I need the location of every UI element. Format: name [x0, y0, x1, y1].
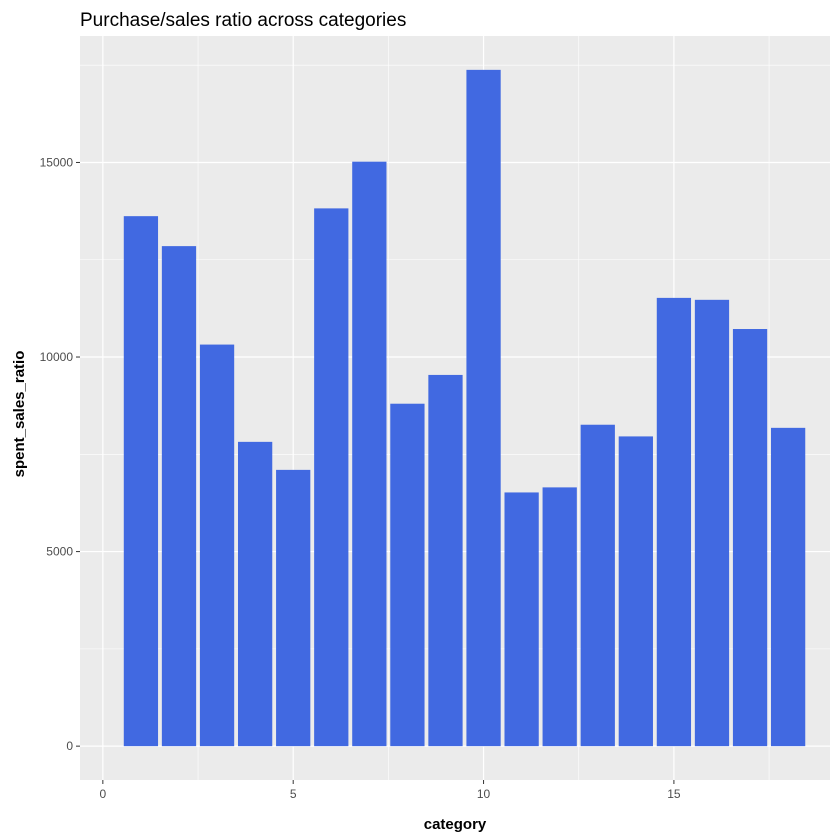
- bars: [123, 69, 806, 747]
- y-tick-label: 15000: [40, 155, 74, 169]
- x-axis-title: category: [424, 816, 487, 833]
- bar-category-1: [123, 216, 159, 747]
- bar-category-2: [161, 246, 197, 747]
- chart-title: Purchase/sales ratio across categories: [80, 10, 406, 31]
- x-tick-label: 10: [477, 787, 491, 801]
- bar-category-7: [352, 161, 387, 747]
- bar-category-11: [504, 492, 539, 747]
- bar-category-15: [656, 297, 692, 747]
- bar-category-18: [770, 427, 806, 747]
- bar-category-17: [732, 329, 768, 747]
- bar-category-3: [199, 344, 235, 747]
- y-axis: 0 5000 10000 15000: [40, 155, 80, 753]
- bar-category-13: [580, 424, 615, 747]
- x-tick-label: 15: [667, 787, 681, 801]
- y-tick-label: 5000: [46, 545, 73, 559]
- x-tick-label: 5: [290, 787, 297, 801]
- bar-category-9: [428, 374, 463, 747]
- x-axis: 0 5 10 15: [99, 780, 681, 801]
- bar-category-8: [390, 403, 425, 747]
- bar-category-16: [694, 299, 730, 747]
- bar-category-6: [314, 208, 349, 747]
- bar-category-5: [276, 469, 311, 747]
- bar-category-10: [466, 69, 501, 747]
- y-tick-label: 10000: [40, 350, 74, 364]
- y-tick-label: 0: [66, 739, 73, 753]
- y-axis-title: spent_sales_ratio: [11, 351, 28, 478]
- bar-category-12: [542, 487, 577, 747]
- bar-category-4: [237, 441, 273, 747]
- bar-category-14: [618, 436, 653, 747]
- x-tick-label: 0: [99, 787, 106, 801]
